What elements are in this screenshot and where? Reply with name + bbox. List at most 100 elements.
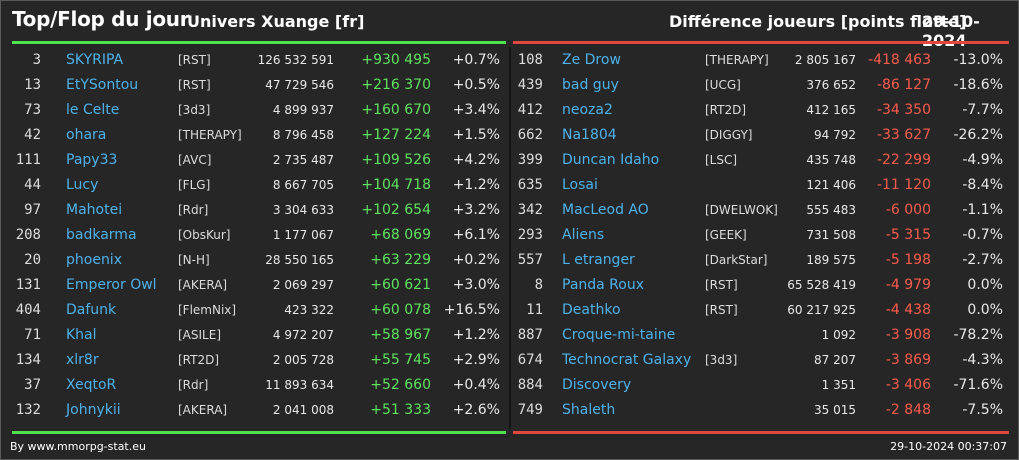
- top-row: 111 Papy33 [AVC] 2 735 487 +109 526 +4.2%: [1, 148, 508, 173]
- points-difference: -86 127: [876, 77, 931, 93]
- player-name-link[interactable]: phoenix: [66, 252, 122, 268]
- player-points: 4 972 207: [272, 328, 334, 342]
- player-points: 2 041 008: [272, 403, 334, 417]
- percent-change: +1.2%: [452, 177, 500, 193]
- points-difference: -6 000: [885, 202, 931, 218]
- universe-label: Univers Xuange [fr]: [187, 12, 365, 31]
- flop-row: 887 Croque-mi-taine 1 092 -3 908 -78.2%: [511, 323, 1018, 348]
- points-difference: +60 621: [370, 277, 431, 293]
- player-rank: 132: [15, 402, 41, 418]
- player-name-link[interactable]: Discovery: [562, 377, 632, 393]
- flop-accent-bar: [513, 41, 1009, 44]
- flop-row: 8 Panda Roux [RST] 65 528 419 -4 979 0.0%: [511, 273, 1018, 298]
- player-name-link[interactable]: Na1804: [562, 127, 617, 143]
- player-points: 2 735 487: [272, 153, 334, 167]
- flop-row: 884 Discovery 1 351 -3 406 -71.6%: [511, 373, 1018, 398]
- player-points: 60 217 925: [787, 303, 856, 317]
- player-rank: 20: [24, 252, 41, 268]
- top-row: 44 Lucy [FLG] 8 667 705 +104 718 +1.2%: [1, 173, 508, 198]
- player-name-link[interactable]: Shaleth: [562, 402, 616, 418]
- player-points: 8 796 458: [272, 128, 334, 142]
- player-name-link[interactable]: Papy33: [66, 152, 118, 168]
- player-name-link[interactable]: Technocrat Galaxy: [562, 352, 692, 368]
- player-rank: 8: [534, 277, 543, 293]
- player-points: 555 483: [806, 203, 856, 217]
- player-name-link[interactable]: badkarma: [66, 227, 137, 243]
- top-row: 208 badkarma [ObsKur] 1 177 067 +68 069 +6.1%: [1, 223, 508, 248]
- player-name-link[interactable]: ohara: [66, 127, 107, 143]
- player-points: 94 792: [814, 128, 856, 142]
- percent-change: +0.7%: [452, 52, 500, 68]
- points-difference: -2 848: [885, 402, 931, 418]
- points-difference: +104 718: [361, 177, 431, 193]
- top-row: 404 Dafunk [FlemNix] 423 322 +60 078 +16.5%: [1, 298, 508, 323]
- player-name-link[interactable]: Losai: [562, 177, 598, 193]
- alliance-tag: [AKERA]: [178, 278, 228, 292]
- player-name-link[interactable]: le Celte: [66, 102, 120, 118]
- player-rank: 208: [15, 227, 41, 243]
- flop-row: 674 Technocrat Galaxy [3d3] 87 207 -3 869 -4.…: [511, 348, 1018, 373]
- player-name-link[interactable]: MacLeod AO: [562, 202, 649, 218]
- percent-change: -71.6%: [953, 377, 1003, 393]
- percent-change: -8.4%: [962, 177, 1003, 193]
- player-name-link[interactable]: Lucy: [66, 177, 99, 193]
- flop-row: 412 neoza2 [RT2D] 412 165 -34 350 -7.7%: [511, 98, 1018, 123]
- player-name-link[interactable]: Croque-mi-taine: [562, 327, 676, 343]
- player-name-link[interactable]: Duncan Idaho: [562, 152, 660, 168]
- percent-change: -26.2%: [953, 127, 1003, 143]
- alliance-tag: [Rdr]: [178, 378, 209, 392]
- player-name-link[interactable]: XeqtoR: [66, 377, 117, 393]
- player-points: 3 304 633: [272, 203, 334, 217]
- percent-change: -7.7%: [962, 102, 1003, 118]
- player-name-link[interactable]: SKYRIPA: [66, 52, 124, 68]
- player-points: 65 528 419: [787, 278, 856, 292]
- points-difference: +160 670: [361, 102, 431, 118]
- percent-change: -4.9%: [962, 152, 1003, 168]
- player-name-link[interactable]: Aliens: [562, 227, 605, 243]
- player-name-link[interactable]: Johnykii: [66, 402, 121, 418]
- player-rank: 37: [24, 377, 41, 393]
- points-difference: -5 315: [885, 227, 931, 243]
- alliance-tag: [THERAPY]: [178, 128, 242, 142]
- alliance-tag: [FLG]: [178, 178, 211, 192]
- flop-accent-bar-bottom: [513, 431, 1009, 434]
- player-name-link[interactable]: neoza2: [562, 102, 613, 118]
- player-points: 35 015: [814, 403, 856, 417]
- player-name-link[interactable]: L etranger: [562, 252, 635, 268]
- points-difference: +102 654: [361, 202, 431, 218]
- player-name-link[interactable]: Emperor Owl: [66, 277, 157, 293]
- points-difference: +127 224: [361, 127, 431, 143]
- player-name-link[interactable]: Ze Drow: [562, 52, 621, 68]
- player-name-link[interactable]: EtYSontou: [66, 77, 139, 93]
- column-divider: [509, 47, 511, 429]
- player-name-link[interactable]: Khal: [66, 327, 97, 343]
- page-title: Top/Flop du jour: [12, 7, 190, 31]
- player-rank: 342: [517, 202, 543, 218]
- percent-change: -7.5%: [962, 402, 1003, 418]
- points-difference: +68 069: [370, 227, 431, 243]
- player-name-link[interactable]: Deathko: [562, 302, 621, 318]
- player-rank: 412: [517, 102, 543, 118]
- percent-change: +3.2%: [452, 202, 500, 218]
- player-name-link[interactable]: Mahotei: [66, 202, 123, 218]
- player-points: 376 652: [806, 78, 856, 92]
- player-name-link[interactable]: Dafunk: [66, 302, 117, 318]
- points-difference: +930 495: [361, 52, 431, 68]
- flop-players-list: 108 Ze Drow [THERAPY] 2 805 167 -418 463 -13.…: [511, 48, 1018, 423]
- player-rank: 108: [517, 52, 543, 68]
- alliance-tag: [RT2D]: [705, 103, 747, 117]
- percent-change: -2.7%: [962, 252, 1003, 268]
- player-name-link[interactable]: bad guy: [562, 77, 619, 93]
- player-rank: 11: [526, 302, 543, 318]
- percent-change: -4.3%: [962, 352, 1003, 368]
- player-name-link[interactable]: Panda Roux: [562, 277, 645, 293]
- percent-change: +6.1%: [452, 227, 500, 243]
- player-name-link[interactable]: xlr8r: [66, 352, 99, 368]
- top-row: 131 Emperor Owl [AKERA] 2 069 297 +60 621 +3.…: [1, 273, 508, 298]
- player-rank: 71: [24, 327, 41, 343]
- player-rank: 3: [32, 52, 41, 68]
- points-difference: +60 078: [370, 302, 431, 318]
- points-difference: -5 198: [885, 252, 931, 268]
- top-row: 134 xlr8r [RT2D] 2 005 728 +55 745 +2.9%: [1, 348, 508, 373]
